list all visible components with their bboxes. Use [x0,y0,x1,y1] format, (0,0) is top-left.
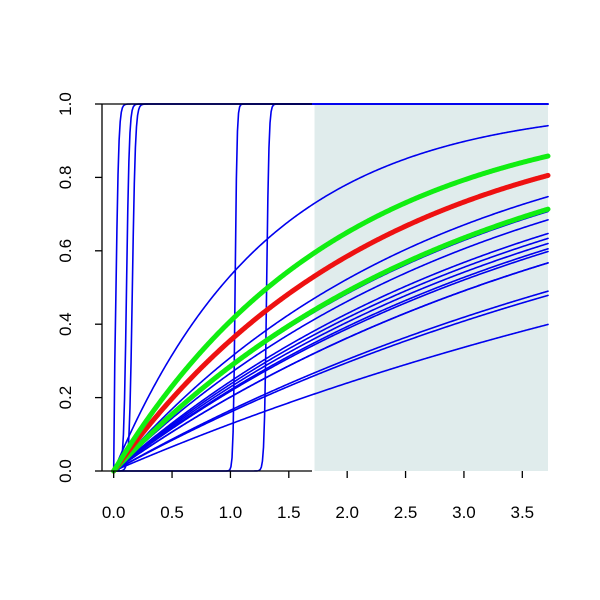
series-line-6 [112,237,549,472]
y-tick-label: 0.8 [56,166,75,190]
series-line-13 [112,294,549,472]
x-tick-label: 0.5 [160,503,184,522]
y-tick-label: 0.0 [56,459,75,483]
series-line-2 [112,195,549,472]
x-tick-label: 2.0 [335,503,359,522]
x-tick-label: 3.5 [510,503,534,522]
series-line-11 [112,262,549,472]
series-line-22 [111,153,551,474]
x-axis-ticks: 0.0 0.5 1.0 1.5 2.0 2.5 3.0 3.5 [102,471,534,522]
series-line-1 [112,124,549,472]
series-line-21 [111,172,551,474]
y-tick-label: 1.0 [56,92,75,116]
x-tick-label: 0.0 [102,503,126,522]
y-tick-label: 0.6 [56,239,75,263]
series-line-12 [112,290,549,472]
series-line-5 [112,232,549,472]
series-line-14 [112,323,549,472]
series-line-9 [112,250,549,472]
x-tick-label: 1.0 [219,503,243,522]
y-tick-label: 0.2 [56,386,75,410]
x-tick-label: 2.5 [394,503,418,522]
x-tick-label: 1.5 [277,503,301,522]
series-line-7 [112,242,549,472]
axes [101,103,312,472]
series-group [111,103,551,474]
series-line-4 [112,219,549,472]
x-tick-label: 3.0 [452,503,476,522]
y-tick-label: 0.4 [56,312,75,336]
series-line-8 [112,248,549,472]
y-axis-ticks: 0.0 0.2 0.4 0.6 0.8 1.0 [56,92,102,483]
series-line-20 [111,206,551,474]
